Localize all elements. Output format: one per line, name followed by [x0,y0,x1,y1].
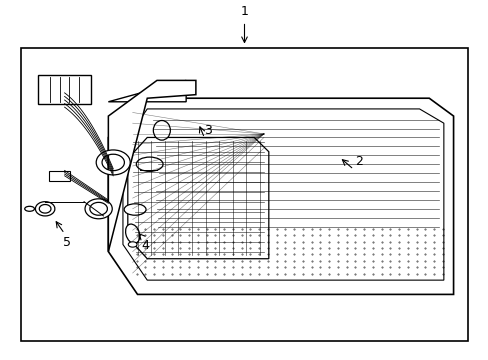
Text: 1: 1 [240,5,248,18]
Ellipse shape [128,242,137,247]
Polygon shape [108,80,186,102]
Ellipse shape [136,157,163,171]
Polygon shape [108,98,453,294]
Text: 4: 4 [141,239,148,252]
Ellipse shape [153,121,170,140]
Polygon shape [122,109,443,280]
Polygon shape [127,138,268,259]
Text: 3: 3 [203,125,211,138]
FancyBboxPatch shape [38,75,91,104]
Polygon shape [108,80,196,252]
Text: 2: 2 [354,155,362,168]
FancyBboxPatch shape [49,171,70,181]
Ellipse shape [125,224,140,243]
Ellipse shape [124,204,146,215]
FancyBboxPatch shape [21,48,467,341]
Text: 5: 5 [63,235,71,248]
Ellipse shape [25,206,34,211]
